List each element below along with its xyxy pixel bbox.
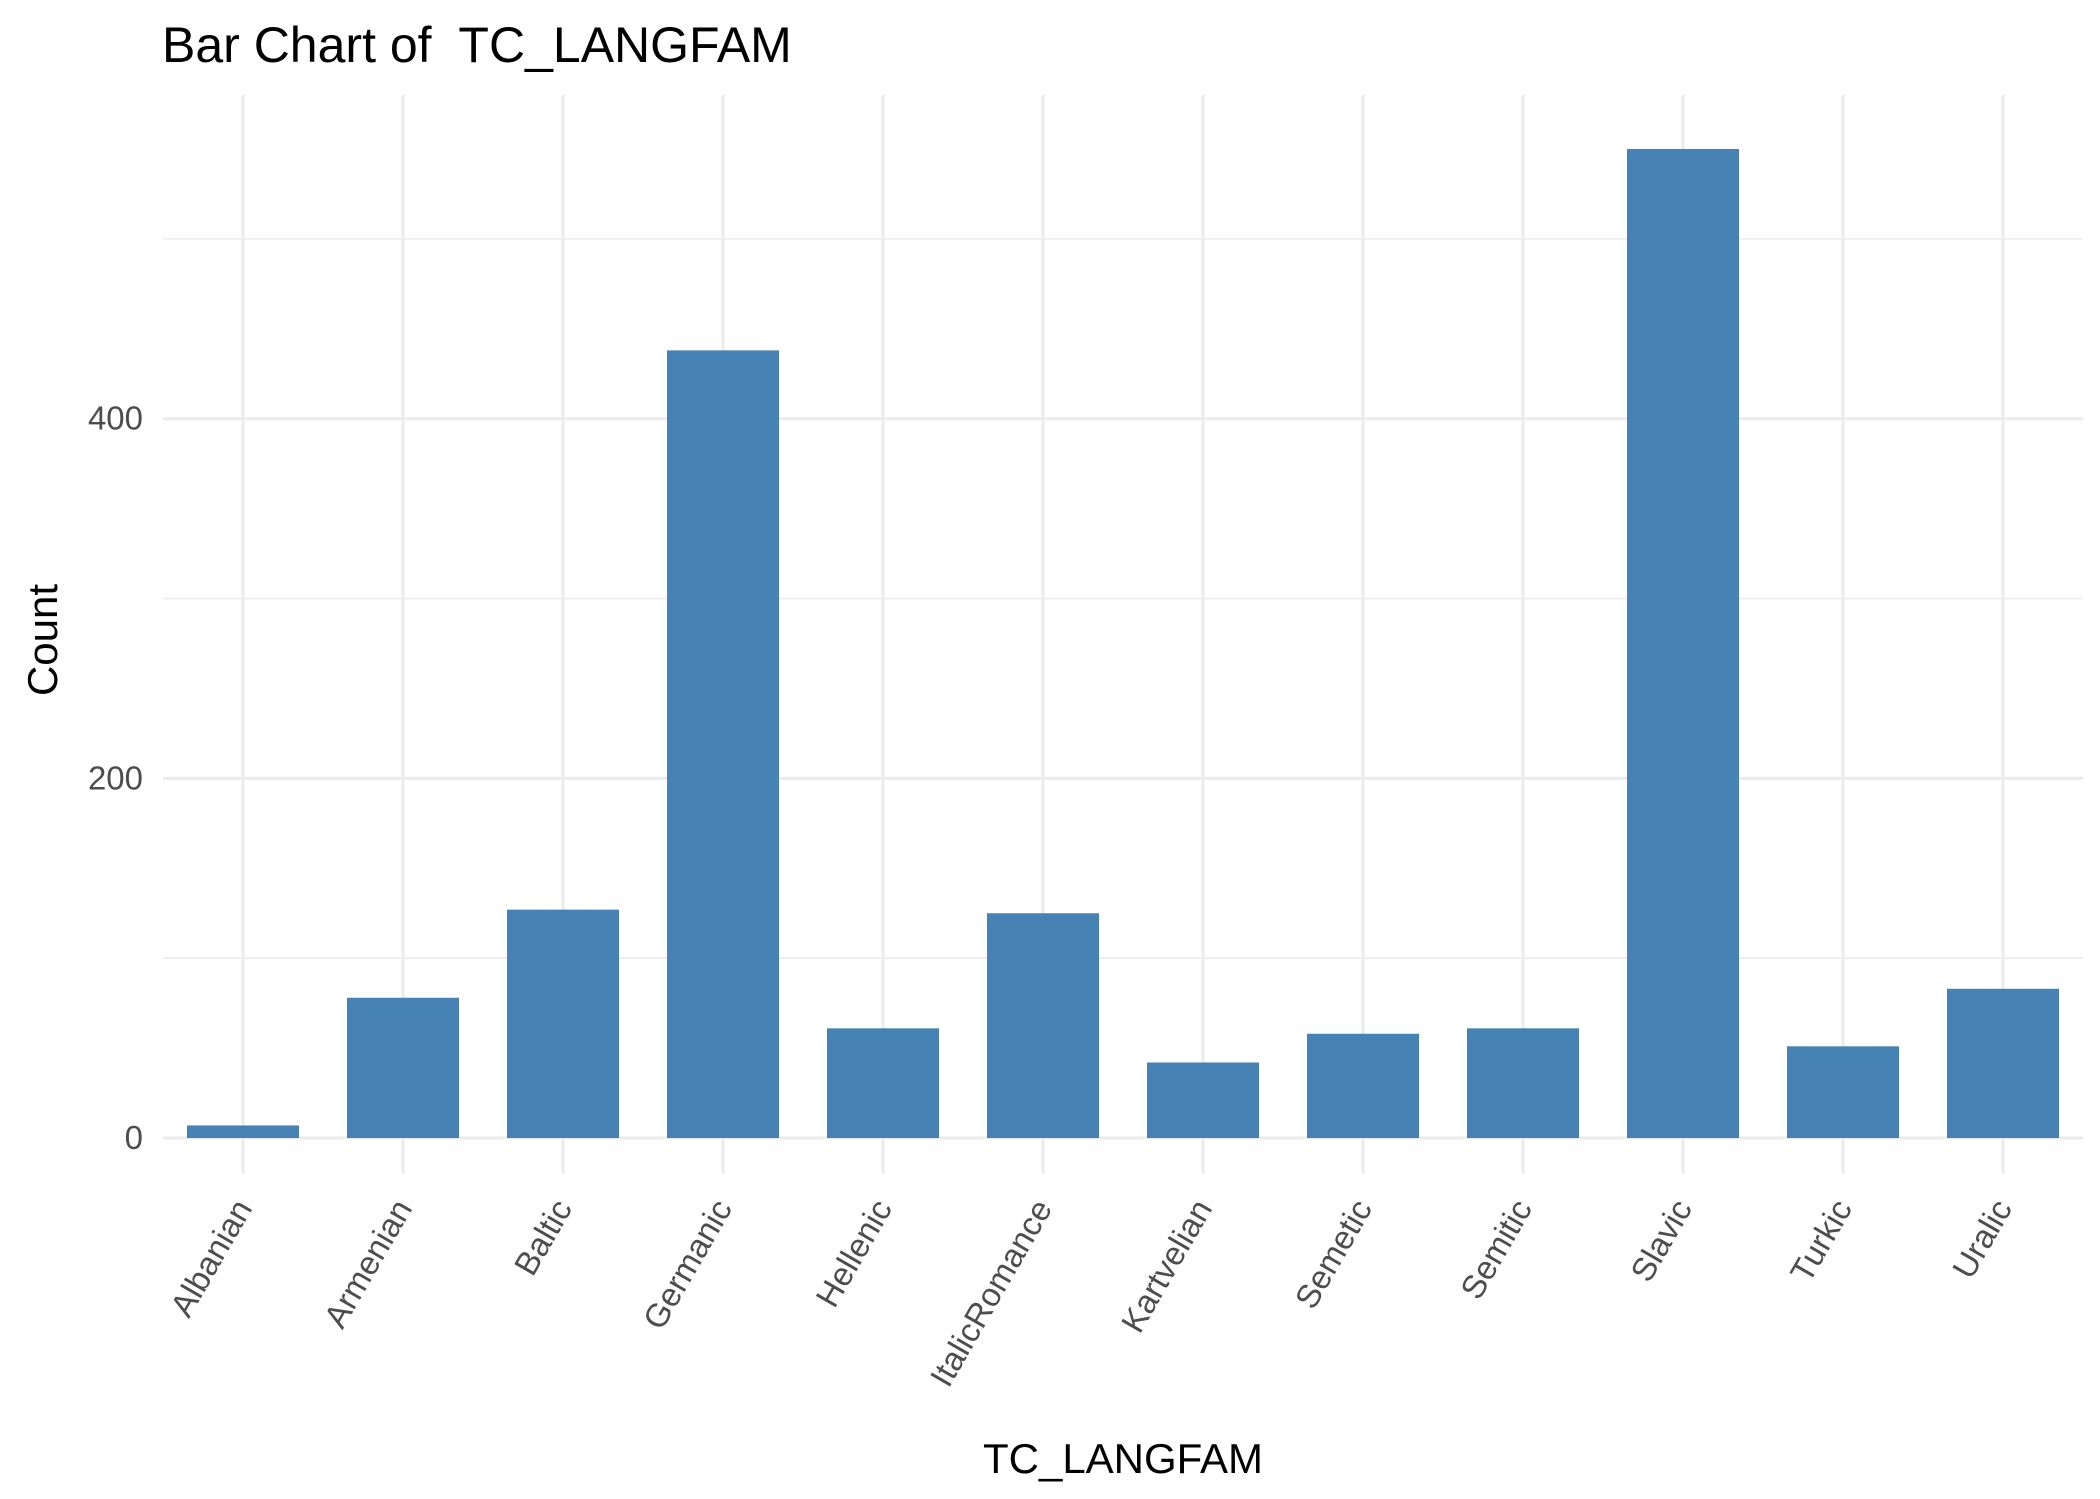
x-tick-label: Kartvelian	[1114, 1193, 1219, 1339]
bars	[187, 148, 2059, 1139]
y-axis-title: Count	[19, 584, 66, 696]
bar-kartvelian	[1147, 1062, 1259, 1139]
x-tick-label: Armenian	[316, 1193, 419, 1334]
y-tick-label: 400	[88, 400, 143, 437]
bar-semitic	[1467, 1028, 1579, 1139]
bar-hellenic	[827, 1028, 939, 1139]
bar-germanic	[667, 350, 779, 1139]
bar-italicromance	[987, 913, 1099, 1139]
chart-title: Bar Chart of TC_LANGFAM	[162, 17, 792, 73]
x-tick-label: ItalicRomance	[922, 1193, 1059, 1393]
bar-semetic	[1307, 1033, 1419, 1139]
x-tick-label: Slavic	[1623, 1193, 1699, 1288]
x-tick-label: Uralic	[1945, 1193, 2019, 1285]
x-axis-title: TC_LANGFAM	[983, 1435, 1263, 1482]
y-tick-label: 0	[125, 1119, 143, 1156]
bar-uralic	[1947, 988, 2059, 1139]
x-tick-label: Semetic	[1287, 1193, 1379, 1315]
x-tick-label: Albanian	[163, 1193, 259, 1323]
x-tick-label: Hellenic	[808, 1193, 899, 1313]
x-tick-label: Semitic	[1453, 1193, 1539, 1305]
bar-baltic	[507, 909, 619, 1139]
y-axis-ticks: 0 200 400	[88, 400, 143, 1156]
bar-slavic	[1627, 148, 1739, 1139]
x-tick-label: Germanic	[635, 1193, 739, 1335]
x-axis-ticks: Albanian Armenian Baltic Germanic Hellenic It…	[163, 1193, 2019, 1393]
y-tick-label: 200	[88, 759, 143, 796]
x-tick-label: Turkic	[1783, 1193, 1859, 1288]
grid	[163, 95, 2083, 1174]
bar-armenian	[347, 997, 459, 1139]
x-tick-label: Baltic	[507, 1193, 579, 1281]
bar-turkic	[1787, 1046, 1899, 1139]
bar-albanian	[187, 1125, 299, 1139]
